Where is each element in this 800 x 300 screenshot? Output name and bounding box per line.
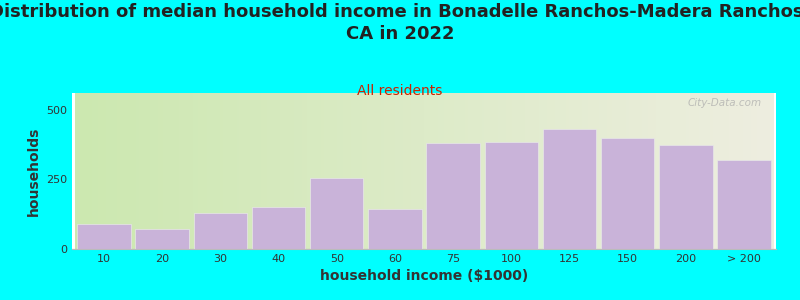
Text: Distribution of median household income in Bonadelle Ranchos-Madera Ranchos,
CA : Distribution of median household income …: [0, 3, 800, 43]
Bar: [135, 229, 189, 249]
Bar: [78, 224, 130, 249]
X-axis label: household income ($1000): household income ($1000): [320, 269, 528, 284]
Bar: [252, 207, 306, 249]
Bar: [368, 208, 422, 249]
Bar: [485, 142, 538, 249]
Bar: [426, 143, 480, 249]
Bar: [601, 138, 654, 249]
Bar: [542, 129, 596, 249]
Bar: [659, 145, 713, 249]
Text: City-Data.com: City-Data.com: [688, 98, 762, 108]
Bar: [194, 213, 247, 249]
Bar: [718, 160, 770, 249]
Y-axis label: households: households: [26, 126, 41, 216]
Text: All residents: All residents: [358, 84, 442, 98]
Bar: [310, 178, 363, 249]
